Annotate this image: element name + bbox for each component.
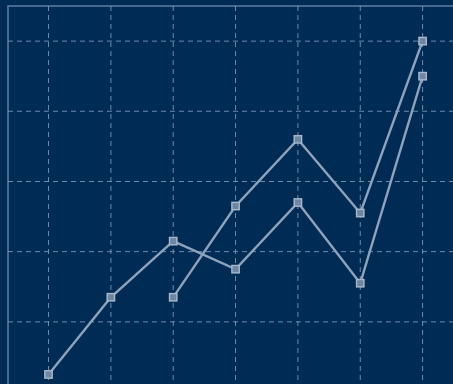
- series-1-point-7: [418, 71, 427, 81]
- plot-frame: [7, 5, 453, 384]
- series-1-point-5: [293, 198, 303, 207]
- series-layer: [44, 36, 427, 379]
- series-1-point-4: [231, 264, 240, 274]
- series-2-point-5: [418, 36, 427, 46]
- series-2-point-4: [355, 208, 365, 218]
- series-2-point-2: [231, 201, 240, 211]
- series-2-point-1: [168, 292, 178, 302]
- series-1-point-1: [44, 370, 53, 379]
- series-1-point-6: [355, 278, 365, 288]
- series-1-point-2: [106, 292, 116, 302]
- series-2-point-3: [293, 134, 303, 144]
- grid: [8, 6, 453, 384]
- series-1-point-3: [168, 236, 178, 246]
